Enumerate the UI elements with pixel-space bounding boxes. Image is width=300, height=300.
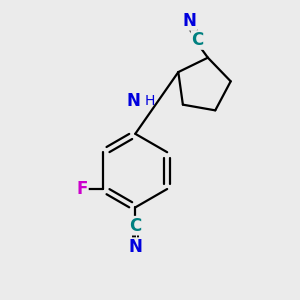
Text: N: N: [127, 92, 141, 110]
Text: C: C: [191, 31, 204, 49]
Text: H: H: [144, 94, 154, 109]
Text: F: F: [76, 180, 88, 198]
Text: N: N: [128, 238, 142, 256]
Text: N: N: [182, 12, 196, 30]
Text: C: C: [129, 217, 141, 235]
